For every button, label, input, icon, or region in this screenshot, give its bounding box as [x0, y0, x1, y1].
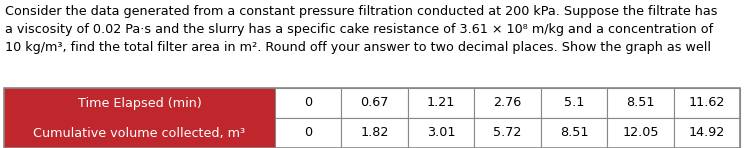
- Bar: [474, 88, 541, 118]
- Text: 11.62: 11.62: [689, 96, 725, 110]
- Text: 8.51: 8.51: [626, 96, 655, 110]
- Bar: [4, 118, 275, 148]
- Text: 5.72: 5.72: [493, 127, 522, 140]
- Text: 8.51: 8.51: [559, 127, 589, 140]
- Bar: [4, 88, 275, 118]
- Text: 12.05: 12.05: [622, 127, 658, 140]
- Bar: [408, 118, 474, 148]
- Bar: [275, 118, 341, 148]
- Text: Time Elapsed (min): Time Elapsed (min): [77, 96, 202, 110]
- Bar: [408, 88, 474, 118]
- Bar: [607, 88, 673, 118]
- Bar: [541, 118, 607, 148]
- Bar: [541, 88, 607, 118]
- Text: 14.92: 14.92: [689, 127, 725, 140]
- Text: 2.76: 2.76: [493, 96, 522, 110]
- Text: 10 kg/m³, find the total filter area in m². Round off your answer to two decimal: 10 kg/m³, find the total filter area in …: [5, 41, 711, 54]
- Text: 0: 0: [304, 96, 312, 110]
- Bar: [607, 118, 673, 148]
- Bar: [341, 88, 408, 118]
- Bar: [341, 118, 408, 148]
- Text: 1.82: 1.82: [360, 127, 389, 140]
- Text: 0.67: 0.67: [360, 96, 389, 110]
- Bar: [474, 118, 541, 148]
- Text: 0: 0: [304, 127, 312, 140]
- Text: 1.21: 1.21: [427, 96, 455, 110]
- Text: 3.01: 3.01: [427, 127, 455, 140]
- Bar: [275, 88, 341, 118]
- Text: Consider the data generated from a constant pressure filtration conducted at 200: Consider the data generated from a const…: [5, 5, 718, 18]
- Text: 5.1: 5.1: [564, 96, 584, 110]
- Bar: [673, 118, 740, 148]
- Bar: [4, 88, 740, 148]
- Text: a viscosity of 0.02 Pa·s and the slurry has a specific cake resistance of 3.61 ×: a viscosity of 0.02 Pa·s and the slurry …: [5, 23, 713, 36]
- Bar: [673, 88, 740, 118]
- Text: Cumulative volume collected, m³: Cumulative volume collected, m³: [33, 127, 246, 140]
